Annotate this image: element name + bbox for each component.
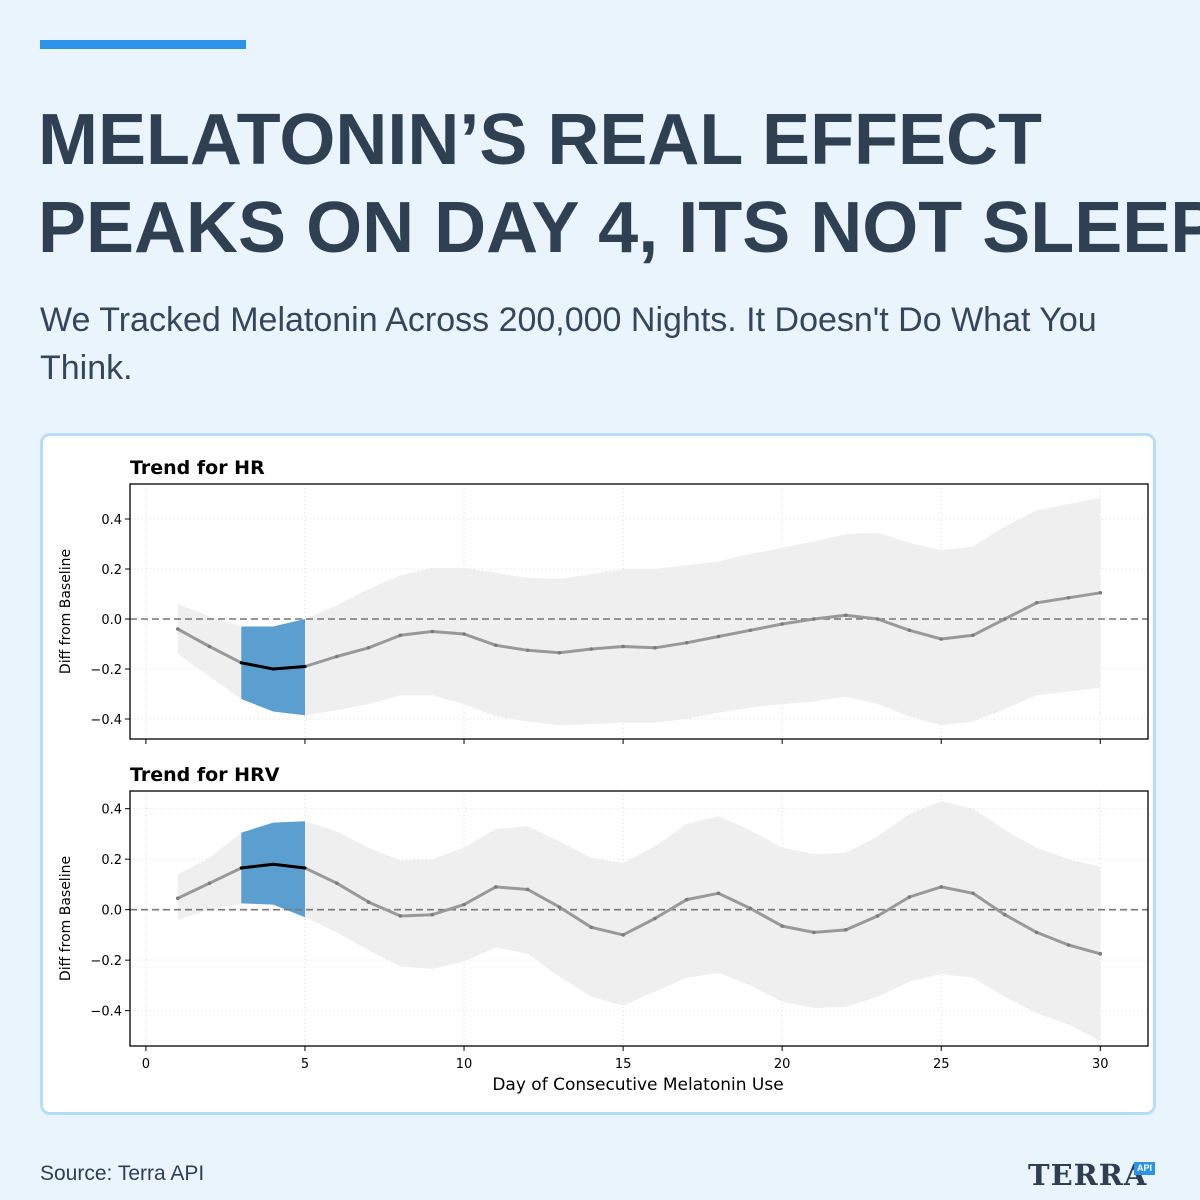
panel-1-data-point bbox=[748, 628, 753, 633]
panel-2-data-point bbox=[748, 906, 753, 911]
panel-1-data-point bbox=[589, 647, 594, 651]
panel-1-y-tick-label: −0.2 bbox=[90, 663, 122, 678]
panel-2-y-tick-label: 0.0 bbox=[101, 904, 122, 919]
panel-1-data-point bbox=[812, 617, 816, 621]
panel-2-title: Trend for HRV bbox=[130, 764, 280, 786]
panel-2-data-point bbox=[462, 902, 466, 907]
panel-2-data-point bbox=[843, 928, 848, 932]
panel-1-data-point bbox=[525, 648, 530, 653]
panel-2-x-tick-label: 25 bbox=[933, 1057, 950, 1072]
panel-2-data-point bbox=[207, 881, 212, 885]
panel-2-data-point bbox=[780, 924, 784, 928]
panel-1-confidence-band bbox=[177, 497, 1101, 726]
panel-2-data-point bbox=[684, 897, 689, 902]
panel-1-data-point bbox=[971, 633, 975, 638]
source-credit: Source: Terra API bbox=[40, 1162, 205, 1185]
panel-2-trend-line bbox=[176, 862, 1102, 956]
panel-1-plot-frame bbox=[129, 483, 1149, 740]
panel-1-data-point bbox=[875, 617, 880, 621]
panel-1-data-point bbox=[621, 644, 625, 649]
panel-2-data-point bbox=[939, 885, 944, 889]
panel-2-data-point bbox=[716, 891, 721, 896]
panel-1-data-point bbox=[843, 613, 848, 618]
panel-1-title: Trend for HR bbox=[130, 457, 265, 479]
panel-2-x-tick-label: 10 bbox=[456, 1057, 473, 1072]
panel-1-data-point bbox=[1034, 600, 1039, 605]
panel-2-y-tick-label: −0.4 bbox=[90, 1005, 122, 1020]
panel-1-data-point bbox=[1003, 617, 1007, 621]
panel-2-highlight-trend-line bbox=[239, 862, 307, 870]
panel-1-data-point bbox=[207, 644, 212, 649]
panel-1-data-point bbox=[557, 650, 562, 655]
panel-1-data-point bbox=[1098, 590, 1103, 595]
panel-2-data-point bbox=[653, 916, 657, 921]
title-line-2: PEAKS ON DAY 4, ITS NOT SLEEP bbox=[38, 188, 1200, 268]
panel-2-data-point bbox=[175, 896, 180, 901]
accent-bar bbox=[40, 40, 246, 49]
panel-2-plot-frame bbox=[129, 790, 1149, 1047]
panel-2-data-point bbox=[1034, 930, 1039, 935]
panel-2-x-tick-label: 5 bbox=[301, 1057, 309, 1072]
panel-2-data-point bbox=[589, 925, 594, 930]
panel-1-data-point bbox=[653, 645, 657, 650]
panel-1-highlight-band bbox=[241, 619, 305, 716]
chart-figure: Trend for HR −0.4 −0.2 0.0 0.2 0.4 Diff from B… bbox=[58, 457, 1149, 1095]
panel-2-data-point bbox=[1003, 912, 1007, 917]
panel-2-data-point bbox=[621, 933, 625, 937]
panel-2-x-tick-label: 0 bbox=[142, 1057, 150, 1072]
panel-2-data-point bbox=[366, 900, 371, 904]
panel-1-data-point bbox=[907, 628, 912, 633]
logo-wordmark: TERRA bbox=[1028, 1158, 1148, 1192]
panel-2-data-point bbox=[907, 895, 912, 899]
panel-2-x-tick-label: 15 bbox=[615, 1057, 632, 1072]
panel-1-y-tick-label: 0.0 bbox=[101, 613, 122, 628]
panel-1-data-point bbox=[684, 640, 689, 645]
panel-2-data-point bbox=[971, 891, 975, 896]
panel-1-y-tick-label: 0.4 bbox=[101, 513, 122, 528]
panel-1-y-tick-label: 0.2 bbox=[101, 563, 122, 578]
panel-1-data-point bbox=[175, 627, 180, 631]
panel-1-data-point bbox=[366, 645, 371, 650]
panel-1-data-point bbox=[939, 637, 944, 641]
panel-1-data-point bbox=[430, 629, 435, 634]
panel-1-data-point bbox=[462, 632, 466, 636]
panel-2-y-tick-label: −0.2 bbox=[90, 954, 122, 969]
title-line-1: MELATONIN’S REAL EFFECT bbox=[38, 100, 1043, 180]
panel-2-data-point bbox=[875, 914, 880, 918]
panel-2-data-point bbox=[334, 881, 339, 885]
panel-2-x-tick-label: 20 bbox=[774, 1057, 791, 1072]
panel-1-trend-line bbox=[176, 591, 1102, 671]
panel-2-y-tick-label: 0.4 bbox=[101, 803, 122, 818]
panel-2-y-tick-label: 0.2 bbox=[101, 853, 122, 868]
panel-2-data-point bbox=[525, 887, 530, 892]
panel-2-x-axis-label: Day of Consecutive Melatonin Use bbox=[492, 1075, 783, 1095]
logo-api-badge: API bbox=[1134, 1162, 1156, 1175]
panel-2-y-axis-label: Diff from Baseline bbox=[58, 856, 74, 981]
panel-1-highlight-trend-line bbox=[239, 661, 307, 671]
panel-2-highlight-band bbox=[241, 821, 305, 918]
panel-1-data-point bbox=[716, 634, 721, 639]
panel-1-data-point bbox=[494, 643, 498, 648]
panel-2-confidence-band bbox=[177, 801, 1101, 1041]
panel-2-x-tick-label: 30 bbox=[1092, 1057, 1109, 1072]
panel-2-data-point bbox=[494, 885, 498, 889]
panel-1-y-axis-label: Diff from Baseline bbox=[58, 549, 74, 674]
panel-1-data-point bbox=[334, 654, 339, 659]
panel-1-y-tick-label: −0.4 bbox=[90, 713, 122, 728]
page-title: MELATONIN’S REAL EFFECT PEAKS ON DAY 4, … bbox=[38, 96, 1200, 272]
panel-1-data-point bbox=[780, 622, 784, 626]
panel-2-data-point bbox=[812, 930, 816, 935]
panel-2-data-point bbox=[430, 912, 435, 917]
panel-2-data-point bbox=[1066, 943, 1071, 947]
panel-2-data-point bbox=[557, 905, 562, 909]
panel-1-data-point bbox=[1066, 595, 1071, 600]
panel-1-data-point bbox=[398, 633, 403, 638]
terra-logo[interactable]: TERRA API bbox=[1028, 1158, 1156, 1192]
page-subtitle: We Tracked Melatonin Across 200,000 Nigh… bbox=[40, 301, 1097, 387]
chart-card: Trend for HR −0.4 −0.2 0.0 0.2 0.4 Diff from B… bbox=[40, 433, 1156, 1115]
panel-2-data-point bbox=[398, 914, 403, 918]
panel-2-data-point bbox=[1098, 952, 1103, 956]
